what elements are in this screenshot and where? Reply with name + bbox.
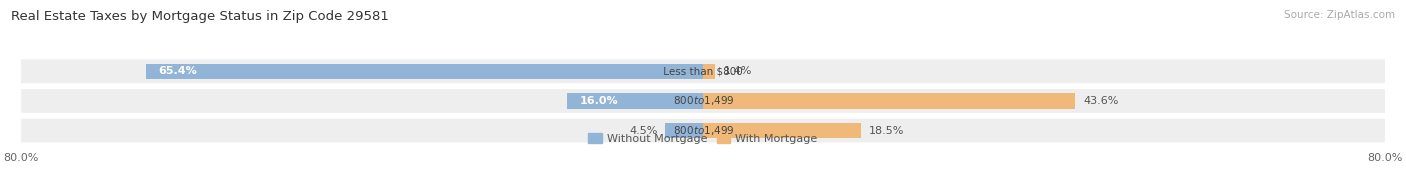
Text: 4.5%: 4.5% xyxy=(630,126,658,136)
Legend: Without Mortgage, With Mortgage: Without Mortgage, With Mortgage xyxy=(583,129,823,148)
Text: Real Estate Taxes by Mortgage Status in Zip Code 29581: Real Estate Taxes by Mortgage Status in … xyxy=(11,10,389,23)
Bar xyxy=(665,123,703,138)
Text: 65.4%: 65.4% xyxy=(159,66,197,76)
Bar xyxy=(146,64,703,79)
Bar xyxy=(567,93,703,109)
Text: 18.5%: 18.5% xyxy=(869,126,904,136)
Bar xyxy=(703,93,1074,109)
Text: $800 to $1,499: $800 to $1,499 xyxy=(671,124,735,137)
FancyBboxPatch shape xyxy=(21,89,1385,113)
Text: 43.6%: 43.6% xyxy=(1083,96,1119,106)
Text: Source: ZipAtlas.com: Source: ZipAtlas.com xyxy=(1284,10,1395,20)
FancyBboxPatch shape xyxy=(21,59,1385,83)
Text: $800 to $1,499: $800 to $1,499 xyxy=(671,94,735,107)
Text: 16.0%: 16.0% xyxy=(579,96,619,106)
Text: 1.4%: 1.4% xyxy=(724,66,752,76)
Bar xyxy=(703,123,860,138)
Text: Less than $800: Less than $800 xyxy=(659,66,747,76)
Bar xyxy=(703,64,714,79)
FancyBboxPatch shape xyxy=(21,119,1385,142)
